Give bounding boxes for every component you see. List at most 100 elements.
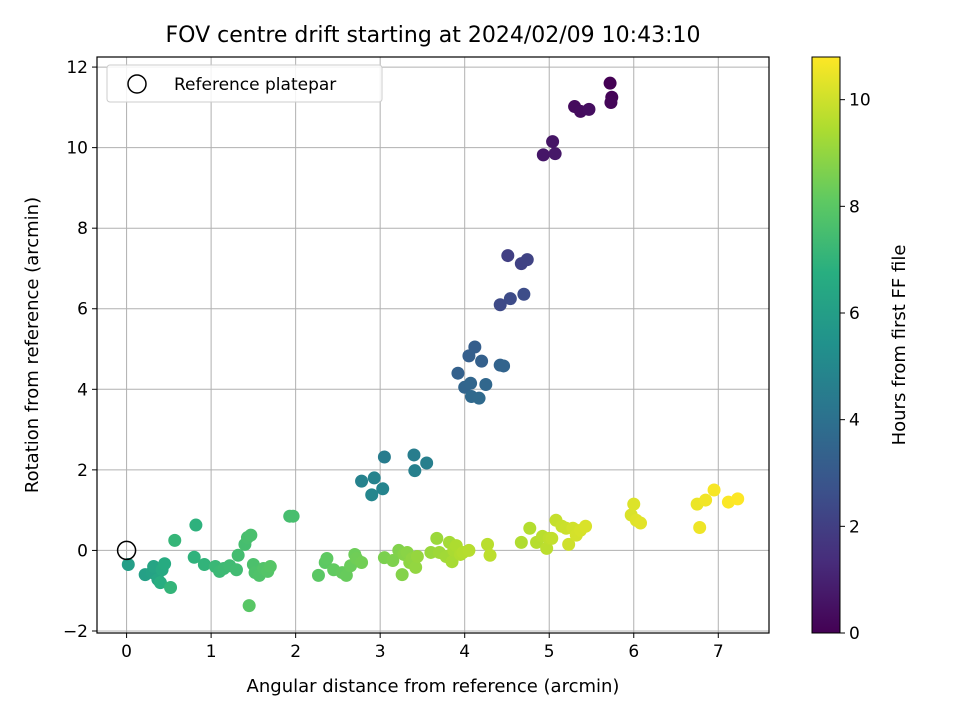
scatter-point xyxy=(395,568,409,582)
x-tick-label: 5 xyxy=(544,642,555,662)
scatter-point xyxy=(493,298,507,312)
y-tick-label: 0 xyxy=(77,541,88,561)
colorbar-label: Hours from first FF file xyxy=(889,245,910,446)
plot-frame xyxy=(96,56,770,634)
legend-open-circle-marker xyxy=(127,74,147,94)
scatter-point xyxy=(231,548,245,562)
colorbar-ticks: 0 2 4 6 8 10 xyxy=(840,91,871,644)
scatter-point xyxy=(445,555,459,569)
x-tick-label: 0 xyxy=(121,642,132,662)
scatter-point xyxy=(545,531,559,545)
scatter-point xyxy=(731,492,745,506)
scatter-point xyxy=(699,493,713,507)
scatter-point xyxy=(168,533,182,547)
scatter-point xyxy=(634,516,648,530)
colorbar-tick-label: 8 xyxy=(849,197,860,217)
scatter-point xyxy=(540,541,554,555)
reference-marker xyxy=(116,540,137,561)
legend-box xyxy=(106,64,383,103)
scatter-point xyxy=(536,148,550,162)
scatter-point xyxy=(707,483,721,497)
scatter-point xyxy=(497,359,511,373)
chart-title: FOV centre drift starting at 2024/02/09 … xyxy=(166,23,701,48)
x-tick-label: 3 xyxy=(375,642,386,662)
scatter-point xyxy=(164,580,178,594)
scatter-point xyxy=(420,456,434,470)
scatter-point xyxy=(462,543,476,557)
scatter-point xyxy=(311,568,325,582)
scatter-point xyxy=(386,553,400,567)
scatter-point xyxy=(546,135,560,149)
scatter-point xyxy=(627,497,641,511)
scatter-point xyxy=(464,376,478,390)
colorbar-tick-label: 10 xyxy=(849,91,871,111)
scatter-point xyxy=(430,531,444,545)
colorbar-gradient xyxy=(811,56,841,634)
scatter-point xyxy=(229,563,243,577)
y-tick-label: 2 xyxy=(77,461,88,481)
scatter-point xyxy=(451,366,465,380)
scatter-point xyxy=(286,509,300,523)
x-tick-label: 2 xyxy=(290,642,301,662)
scatter-point xyxy=(579,519,593,533)
x-tick-label: 7 xyxy=(713,642,724,662)
scatter-point xyxy=(520,253,534,267)
y-axis-label: Rotation from reference (arcmin) xyxy=(22,197,43,493)
scatter-point xyxy=(548,147,562,161)
scatter-point xyxy=(409,560,423,574)
scatter-point xyxy=(367,471,381,485)
scatter-point xyxy=(355,474,369,488)
legend: Reference platepar xyxy=(106,64,383,103)
reference-point xyxy=(116,540,137,561)
data-points xyxy=(121,76,745,613)
y-tick-label: 6 xyxy=(77,300,88,320)
scatter-point xyxy=(562,537,576,551)
x-axis-ticks: 0 1 2 3 4 5 6 7 xyxy=(121,633,724,662)
scatter-point xyxy=(408,464,422,478)
scatter-point xyxy=(604,96,618,110)
y-tick-label: −2 xyxy=(63,622,88,642)
x-axis-label: Angular distance from reference (arcmin) xyxy=(247,676,620,697)
scatter-point xyxy=(158,557,172,571)
scatter-point xyxy=(197,558,211,572)
scatter-point xyxy=(475,354,489,368)
scatter-point xyxy=(355,556,369,570)
scatter-point xyxy=(479,377,493,391)
scatter-point xyxy=(263,560,277,574)
colorbar: 0 2 4 6 8 10 Hours from first FF file xyxy=(811,56,910,644)
scatter-point xyxy=(187,550,201,564)
scatter-point xyxy=(603,76,617,90)
y-axis-ticks: −2 0 2 4 6 8 10 12 xyxy=(63,58,97,642)
colorbar-tick-label: 2 xyxy=(849,517,860,537)
colorbar-tick-label: 0 xyxy=(849,624,860,644)
scatter-point xyxy=(121,558,135,572)
colorbar-tick-label: 4 xyxy=(849,411,860,431)
scatter-point xyxy=(481,537,495,551)
y-tick-label: 12 xyxy=(66,58,88,78)
scatter-point xyxy=(514,535,528,549)
scatter-point xyxy=(501,249,515,263)
scatter-point xyxy=(517,287,531,301)
colorbar-tick-label: 6 xyxy=(849,304,860,324)
scatter-point xyxy=(377,450,391,464)
scatter-point xyxy=(242,599,256,613)
y-tick-label: 4 xyxy=(77,380,88,400)
x-tick-label: 4 xyxy=(459,642,470,662)
scatter-point xyxy=(410,549,424,563)
scatter-point xyxy=(693,520,707,534)
scatter-point xyxy=(365,488,379,502)
y-tick-label: 8 xyxy=(77,219,88,239)
x-tick-label: 6 xyxy=(628,642,639,662)
scatter-point xyxy=(523,521,537,535)
scatter-point xyxy=(582,102,596,116)
scatter-point xyxy=(153,576,167,590)
scatter-point xyxy=(472,391,486,405)
y-tick-label: 10 xyxy=(66,139,88,159)
x-tick-label: 1 xyxy=(206,642,217,662)
legend-entry-label: Reference platepar xyxy=(174,75,336,95)
scatter-point xyxy=(483,548,497,562)
scatter-point xyxy=(462,349,476,363)
scatter-point xyxy=(376,482,390,496)
scatter-point xyxy=(189,518,203,532)
